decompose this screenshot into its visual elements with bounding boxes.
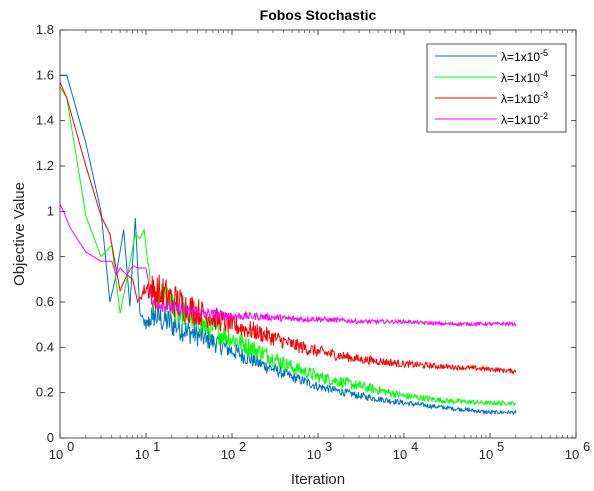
x-tick-exponent: 3 (325, 439, 332, 454)
legend-label-4: λ=1x10-2 (501, 111, 548, 127)
y-tick-label: 1.8 (36, 22, 54, 37)
x-tick-exponent: 6 (583, 439, 590, 454)
y-tick-label: 0.4 (36, 339, 54, 354)
x-tick-label: 10 (479, 447, 493, 462)
y-tick-label: 0.2 (36, 385, 54, 400)
y-tick-label: 0 (47, 430, 54, 445)
y-tick-label: 0.8 (36, 249, 54, 264)
y-tick-label: 1.4 (36, 113, 54, 128)
x-tick-label: 10 (135, 447, 149, 462)
ticks-layer: 0 0.2 0.4 0.6 0.8 1 1.2 1.4 1.6 1.8 10 0 10 1 10 2 10 3 10… (36, 22, 590, 462)
series-layer (60, 74, 517, 416)
x-tick-label: 10 (307, 447, 321, 462)
y-tick-label: 1.6 (36, 67, 54, 82)
y-tick-label: 1.2 (36, 158, 54, 173)
y-axis-title: Objective Value (11, 182, 28, 286)
x-tick-label: 10 (565, 447, 579, 462)
legend: λ=1x10-5 λ=1x10-4 λ=1x10-3 λ=1x10-2 (426, 43, 567, 133)
x-tick-exponent: 2 (239, 439, 246, 454)
x-tick-label: 10 (49, 447, 63, 462)
x-tick-label: 10 (393, 447, 407, 462)
y-tick-label: 1 (47, 203, 54, 218)
legend-label-2: λ=1x10-4 (501, 69, 548, 85)
x-axis-title: Iteration (291, 471, 345, 488)
x-tick-exponent: 4 (411, 439, 418, 454)
x-tick-label: 10 (221, 447, 235, 462)
x-tick-exponent: 0 (67, 439, 74, 454)
chart-title: Fobos Stochastic (260, 7, 377, 23)
series-line-1 (60, 74, 517, 416)
y-tick-label: 0.6 (36, 294, 54, 309)
x-tick-exponent: 1 (153, 439, 160, 454)
legend-box (426, 43, 567, 133)
series-line-4 (60, 204, 517, 328)
x-tick-exponent: 5 (497, 439, 504, 454)
series-line-3 (60, 81, 517, 375)
legend-label-1: λ=1x10-5 (501, 48, 548, 64)
legend-label-3: λ=1x10-3 (501, 90, 548, 106)
